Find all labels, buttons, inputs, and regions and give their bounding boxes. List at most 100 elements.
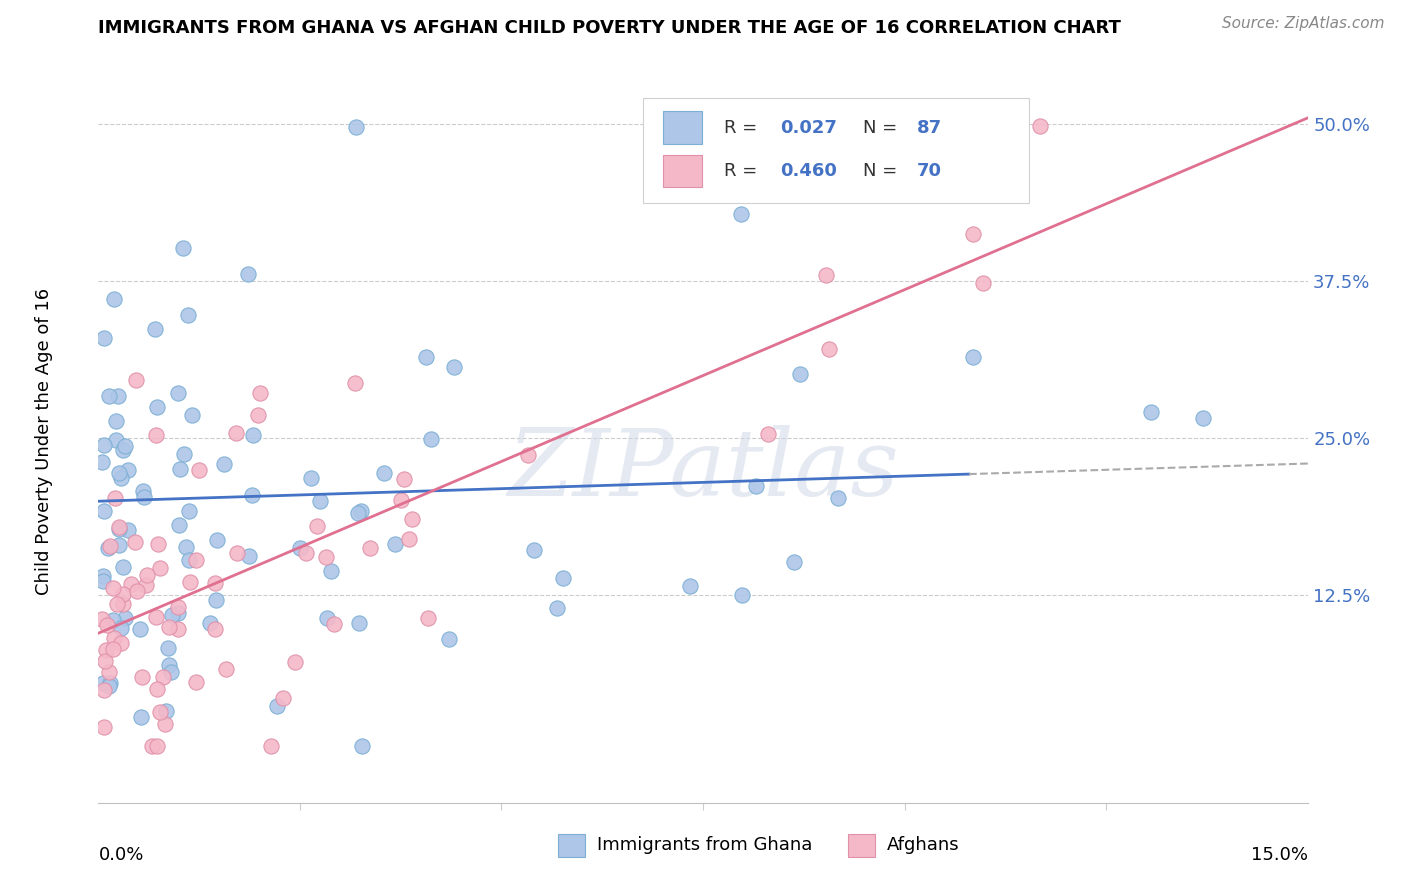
Point bbox=[94, 654, 117, 668]
Point bbox=[962, 227, 984, 241]
Point bbox=[93, 720, 115, 734]
Point bbox=[349, 616, 371, 631]
Point bbox=[288, 541, 311, 556]
Point bbox=[198, 615, 221, 630]
Point bbox=[166, 606, 188, 620]
Point bbox=[177, 308, 200, 322]
Point bbox=[157, 641, 180, 656]
Point bbox=[181, 408, 204, 422]
Point bbox=[523, 543, 546, 558]
Point bbox=[299, 471, 322, 485]
Point bbox=[249, 386, 271, 401]
Point bbox=[101, 613, 124, 627]
Point bbox=[204, 576, 226, 591]
Point bbox=[214, 661, 236, 675]
Point bbox=[316, 611, 339, 625]
Text: 70: 70 bbox=[917, 162, 942, 180]
FancyBboxPatch shape bbox=[664, 154, 702, 187]
Point bbox=[107, 520, 129, 534]
Point bbox=[1140, 405, 1163, 419]
Text: Source: ZipAtlas.com: Source: ZipAtlas.com bbox=[1222, 16, 1385, 31]
Point bbox=[204, 622, 226, 636]
Point bbox=[91, 574, 114, 589]
Point bbox=[284, 655, 307, 669]
Point bbox=[173, 447, 195, 461]
Point bbox=[1029, 119, 1052, 133]
Point bbox=[93, 438, 115, 452]
Point bbox=[179, 574, 201, 589]
Point bbox=[160, 608, 183, 623]
Point bbox=[212, 457, 235, 471]
Point bbox=[149, 561, 172, 575]
Point bbox=[145, 427, 167, 442]
Point bbox=[157, 658, 180, 673]
Point bbox=[415, 350, 437, 364]
Point bbox=[155, 717, 177, 731]
Point bbox=[98, 675, 121, 690]
Point bbox=[110, 471, 132, 485]
Point bbox=[97, 541, 120, 556]
Point bbox=[551, 571, 574, 585]
Point bbox=[827, 491, 849, 505]
Point bbox=[145, 609, 167, 624]
Point bbox=[149, 705, 172, 719]
Point bbox=[169, 462, 191, 476]
Point bbox=[167, 517, 190, 532]
Point bbox=[105, 597, 128, 611]
Point bbox=[1191, 411, 1213, 425]
Point bbox=[145, 400, 167, 414]
Point bbox=[93, 331, 115, 345]
Point bbox=[305, 518, 328, 533]
Point bbox=[101, 641, 124, 656]
Point bbox=[346, 506, 368, 520]
Point bbox=[117, 463, 139, 477]
Point bbox=[546, 601, 568, 615]
Point bbox=[384, 537, 406, 551]
Point bbox=[108, 466, 131, 480]
Point bbox=[91, 612, 114, 626]
Point bbox=[114, 611, 136, 625]
Point bbox=[308, 494, 330, 508]
Point bbox=[315, 549, 337, 564]
Point bbox=[205, 592, 228, 607]
Point bbox=[392, 472, 415, 486]
Point bbox=[350, 504, 373, 518]
Point bbox=[188, 463, 211, 477]
Point bbox=[179, 504, 201, 518]
Text: N =: N = bbox=[863, 119, 903, 136]
Point bbox=[172, 241, 194, 255]
Text: R =: R = bbox=[724, 162, 762, 180]
Point bbox=[104, 491, 127, 505]
Point bbox=[789, 367, 811, 381]
Point bbox=[352, 739, 374, 754]
Point bbox=[98, 388, 121, 402]
Text: IMMIGRANTS FROM GHANA VS AFGHAN CHILD POVERTY UNDER THE AGE OF 16 CORRELATION CH: IMMIGRANTS FROM GHANA VS AFGHAN CHILD PO… bbox=[98, 19, 1122, 37]
Point bbox=[131, 483, 153, 498]
Point bbox=[132, 490, 155, 504]
Point bbox=[238, 268, 260, 282]
Point bbox=[120, 577, 142, 591]
Point bbox=[128, 622, 150, 636]
Point bbox=[157, 620, 180, 634]
Point bbox=[112, 597, 135, 611]
Point bbox=[238, 549, 260, 563]
Point bbox=[401, 512, 423, 526]
Point bbox=[135, 578, 157, 592]
Point bbox=[817, 343, 839, 357]
Point bbox=[225, 546, 247, 560]
Text: ZIPatlas: ZIPatlas bbox=[508, 425, 898, 516]
Point bbox=[246, 409, 269, 423]
Point bbox=[143, 321, 166, 335]
Text: N =: N = bbox=[863, 162, 903, 180]
Point bbox=[419, 432, 441, 446]
Point bbox=[322, 616, 344, 631]
FancyBboxPatch shape bbox=[848, 834, 875, 857]
Point bbox=[98, 539, 121, 553]
Point bbox=[242, 428, 264, 442]
Point bbox=[107, 538, 129, 552]
Point bbox=[437, 632, 460, 647]
Point bbox=[108, 521, 131, 535]
Text: 0.027: 0.027 bbox=[780, 119, 837, 136]
Point bbox=[105, 414, 128, 428]
Point bbox=[343, 376, 366, 390]
